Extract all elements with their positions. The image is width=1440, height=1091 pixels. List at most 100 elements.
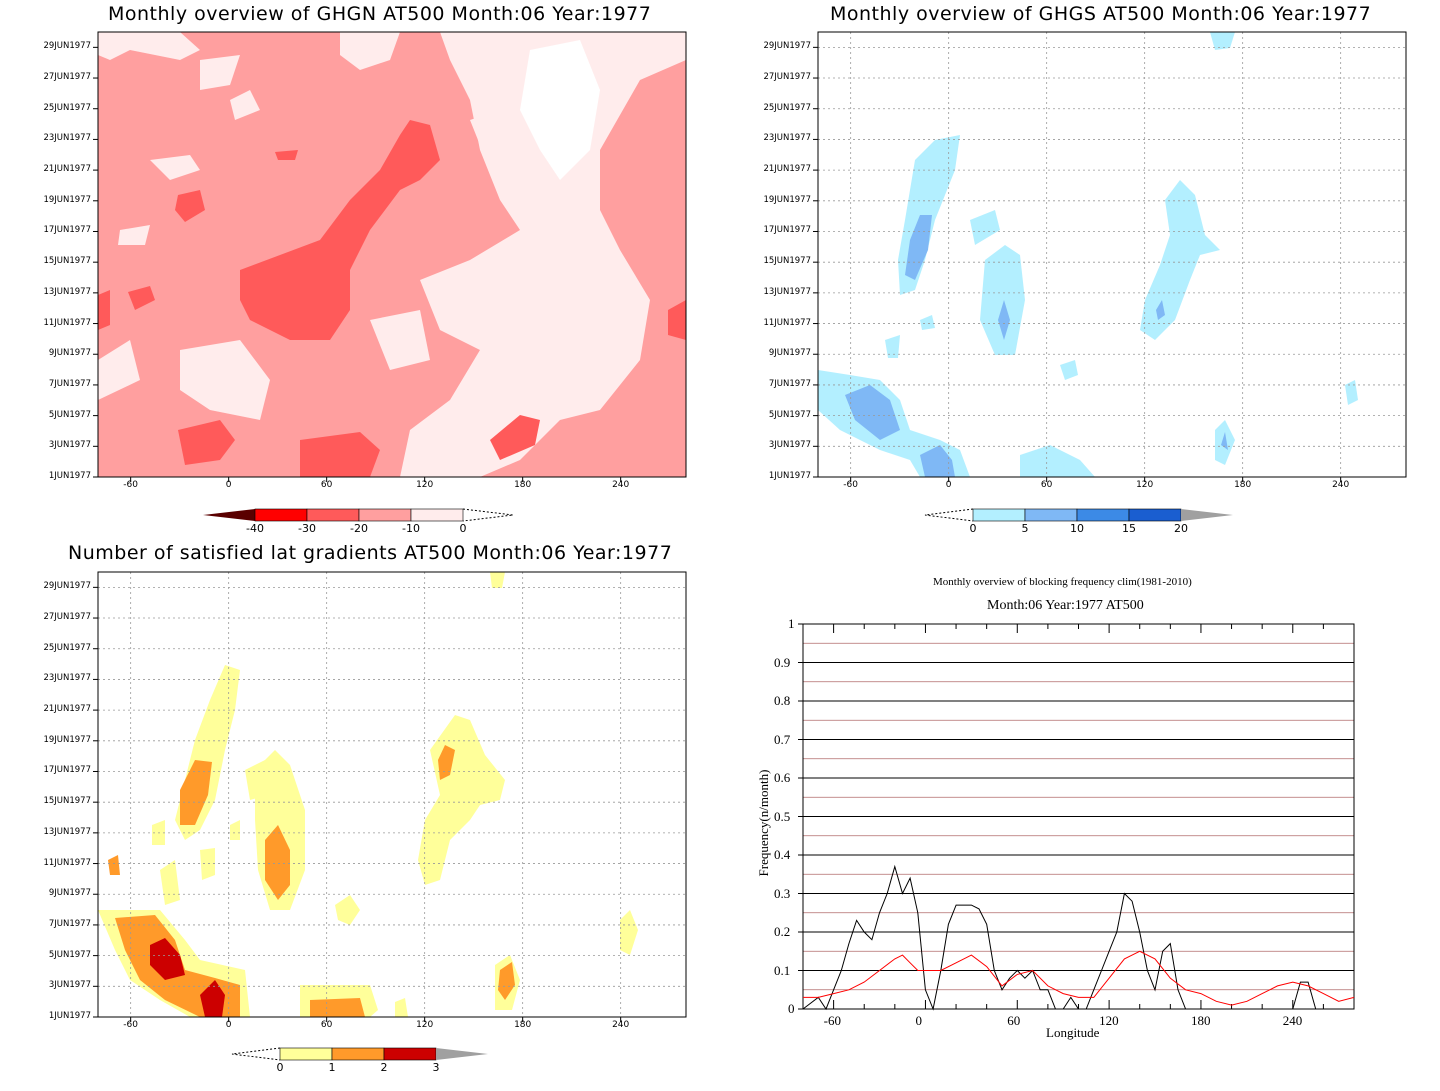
ghgn-dark-region — [300, 432, 380, 477]
ghgn-title: Monthly overview of GHGN AT500 Month:06 … — [108, 3, 652, 25]
ytick-label: 27JUN1977 — [43, 612, 91, 623]
ghgn-frame — [97, 31, 687, 478]
ghgs-region — [845, 385, 900, 440]
xtick-label: 180 — [514, 480, 532, 490]
ytick-label: 9JUN1977 — [768, 348, 811, 359]
blocking-ytick-label: 0.7 — [774, 731, 791, 747]
ghgs-region — [885, 335, 900, 358]
colorbar-label: -40 — [246, 522, 264, 535]
ytick-label: 11JUN1977 — [763, 317, 811, 328]
xtick-label: -60 — [843, 480, 858, 490]
blocking-ylabel: Frequency(n/month) — [756, 769, 771, 877]
ytick-label: 13JUN1977 — [43, 826, 91, 837]
colorbar-label: 0 — [969, 522, 977, 535]
xtick-label: 240 — [1332, 480, 1350, 490]
gradients-region — [498, 962, 515, 1000]
blocking-ytick-label: 0.1 — [774, 962, 791, 978]
ytick-label: 17JUN1977 — [43, 225, 91, 236]
ytick-label: 3JUN1977 — [48, 440, 91, 451]
ghgn-light-region — [340, 32, 400, 70]
blocking-ytick-label: 1 — [788, 616, 795, 631]
ytick-label: 17JUN1977 — [43, 765, 91, 776]
ghgs-region — [998, 300, 1010, 340]
ghgs-region — [970, 210, 1000, 245]
ytick-label: 7JUN1977 — [48, 918, 91, 929]
ghgn-dark-region — [668, 300, 686, 340]
ytick-label: 15JUN1977 — [763, 256, 811, 267]
ghgn-light-region — [98, 32, 200, 60]
ytick-label: 19JUN1977 — [43, 734, 91, 745]
blocking-series-red — [803, 950, 1355, 1006]
blocking-ytick-label: 0.8 — [774, 693, 791, 708]
ytick-label: 17JUN1977 — [763, 225, 811, 236]
blocking-ytick-label: 0.9 — [774, 654, 791, 670]
ghgn-dark-region — [490, 415, 540, 460]
blocking-series-black — [802, 864, 1354, 1011]
ghgn-dark-region — [98, 290, 110, 330]
ghgn-white-region — [520, 40, 600, 180]
blocking-xtick-label: -60 — [823, 1013, 841, 1028]
gradients-region — [200, 848, 215, 880]
ghgn-light-region — [400, 32, 686, 477]
ghgn-light-region — [230, 90, 260, 120]
xtick-label: 120 — [1136, 480, 1154, 490]
ytick-label: 7JUN1977 — [48, 378, 91, 389]
ghgn-dark-region — [128, 286, 155, 310]
ghgs-region — [1020, 445, 1095, 477]
gradients-region — [200, 980, 225, 1017]
ytick-label: 23JUN1977 — [43, 133, 91, 144]
ghgs-region — [920, 315, 935, 330]
xtick-label: 60 — [320, 480, 333, 490]
colorbar-label: 5 — [1021, 522, 1029, 535]
ytick-label: 27JUN1977 — [763, 72, 811, 83]
ghgn-plot — [93, 31, 687, 482]
ytick-label: 21JUN1977 — [763, 164, 811, 175]
blocking-panel: Monthly overview of blocking frequency c… — [720, 545, 1440, 1091]
blocking-xtick-label: 240 — [1282, 1013, 1303, 1028]
xtick-label: 180 — [1234, 480, 1252, 490]
xtick-label: 240 — [612, 480, 630, 490]
ytick-label: 13JUN1977 — [43, 286, 91, 297]
ytick-label: 13JUN1977 — [763, 286, 811, 297]
ghgn-dark-region — [240, 120, 440, 340]
ghgn-light-region — [150, 155, 200, 180]
xtick-label: -60 — [123, 480, 138, 490]
colorbar-label: 20 — [1174, 522, 1188, 535]
blocking-ytick-label: 0.5 — [774, 808, 791, 824]
ghgs-panel: Monthly overview of GHGS AT500 Month:06 … — [720, 0, 1440, 545]
gradients-region — [310, 998, 365, 1017]
colorbar-label: 3 — [432, 1061, 440, 1074]
colorbar-label: 0 — [459, 522, 467, 535]
ytick-label: 19JUN1977 — [763, 194, 811, 205]
gradients-region — [180, 760, 212, 825]
gradients-region — [150, 938, 185, 980]
ytick-label: 15JUN1977 — [43, 256, 91, 267]
gradients-plot — [93, 571, 687, 1022]
xtick-label: 0 — [225, 480, 232, 490]
blocking-xtick-label: 60 — [1007, 1013, 1021, 1028]
ytick-label: 5JUN1977 — [48, 409, 91, 420]
ghgs-title: Monthly overview of GHGS AT500 Month:06 … — [830, 3, 1372, 25]
ghgs-region — [1221, 432, 1228, 450]
gradients-region — [230, 820, 240, 840]
blocking-ytick-label: 0 — [788, 1001, 795, 1016]
ytick-label: 11JUN1977 — [43, 857, 91, 868]
xtick-label: -60 — [123, 1020, 138, 1030]
blocking-ytick-label: 0.6 — [774, 770, 791, 785]
blocking-subtitle: Month:06 Year:1977 AT500 — [987, 598, 1144, 613]
ghgs-plot — [813, 31, 1407, 482]
xtick-label: 0 — [225, 1020, 232, 1030]
gradients-region — [108, 855, 120, 875]
xtick-label: 120 — [416, 1020, 434, 1030]
ytick-label: 3JUN1977 — [48, 980, 91, 991]
blocking-title: Monthly overview of blocking frequency c… — [933, 576, 1192, 588]
ytick-label: 1JUN1977 — [48, 471, 91, 481]
colorbar-label: -30 — [298, 522, 316, 535]
blocking-ytick-label: 0.2 — [774, 924, 791, 939]
ytick-label: 7JUN1977 — [768, 378, 811, 389]
gradients-panel: Number of satisfied lat gradients AT500 … — [0, 540, 720, 1091]
ytick-label: 23JUN1977 — [43, 673, 91, 684]
ghgn-light-region — [98, 340, 140, 400]
ghgs-frame — [817, 31, 1407, 478]
colorbar-label: -10 — [402, 522, 420, 535]
